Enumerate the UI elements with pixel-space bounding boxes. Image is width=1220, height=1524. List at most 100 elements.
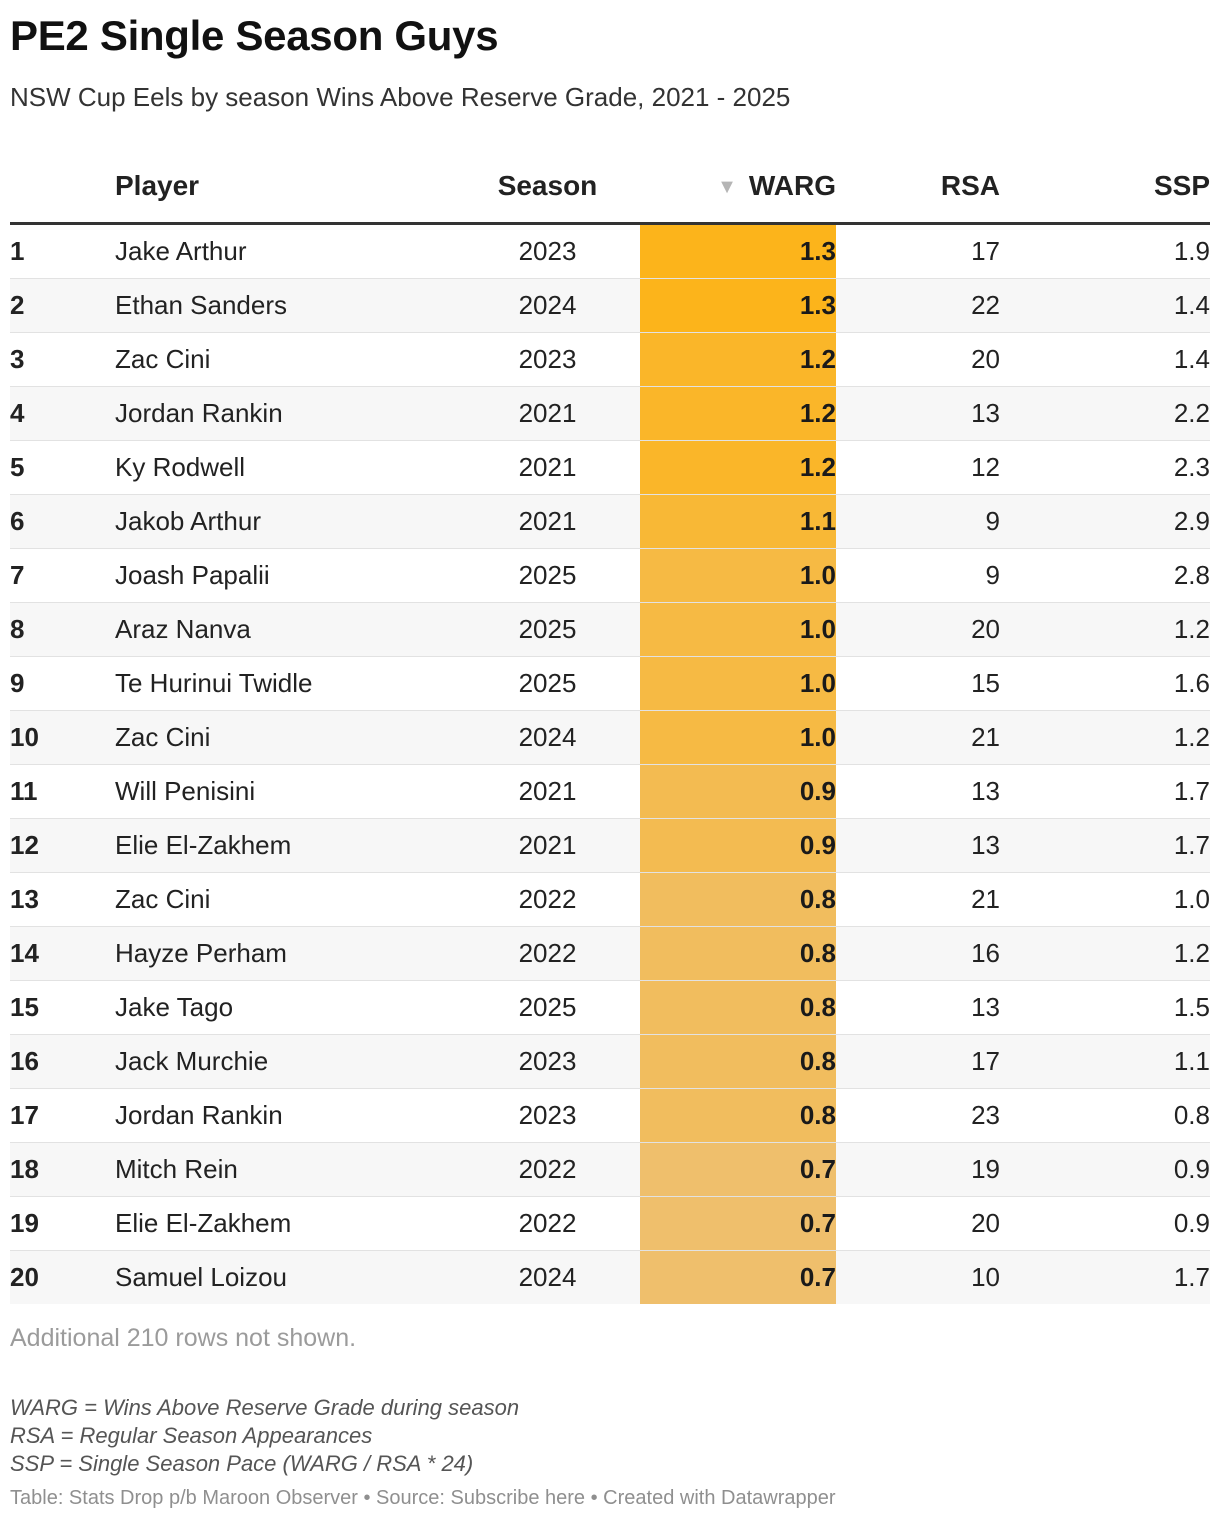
player-cell: Jake Arthur [115, 223, 455, 279]
rank-cell: 8 [10, 602, 115, 657]
rsa-cell: 20 [836, 602, 1000, 657]
season-cell: 2022 [455, 926, 640, 981]
rank-cell: 13 [10, 872, 115, 927]
warg-cell: 0.8 [640, 926, 836, 981]
table-row: 11 Will Penisini 2021 0.9 13 1.7 [10, 764, 1210, 819]
rank-cell: 16 [10, 1034, 115, 1089]
column-header-warg[interactable]: ▼ WARG [640, 150, 836, 225]
ssp-cell: 1.2 [1000, 602, 1210, 657]
warg-cell: 1.1 [640, 494, 836, 549]
definitions: WARG = Wins Above Reserve Grade during s… [10, 1394, 519, 1478]
rsa-cell: 12 [836, 440, 1000, 495]
table-row: 12 Elie El-Zakhem 2021 0.9 13 1.7 [10, 818, 1210, 873]
table-row: 9 Te Hurinui Twidle 2025 1.0 15 1.6 [10, 656, 1210, 711]
definition-warg: WARG = Wins Above Reserve Grade during s… [10, 1395, 520, 1420]
ssp-cell: 2.8 [1000, 548, 1210, 603]
rank-cell: 15 [10, 980, 115, 1035]
season-cell: 2023 [455, 1088, 640, 1143]
warg-cell: 1.0 [640, 548, 836, 603]
column-header-rank [10, 150, 115, 225]
chart-title: PE2 Single Season Guys [10, 12, 499, 59]
warg-cell: 1.2 [640, 440, 836, 495]
season-cell: 2021 [455, 386, 640, 441]
table-row: 4 Jordan Rankin 2021 1.2 13 2.2 [10, 386, 1210, 441]
season-cell: 2022 [455, 1142, 640, 1197]
season-cell: 2022 [455, 872, 640, 927]
player-cell: Zac Cini [115, 710, 455, 765]
player-cell: Jordan Rankin [115, 386, 455, 441]
rsa-cell: 22 [836, 278, 1000, 333]
rank-cell: 17 [10, 1088, 115, 1143]
table-row: 3 Zac Cini 2023 1.2 20 1.4 [10, 332, 1210, 387]
player-cell: Zac Cini [115, 332, 455, 387]
rsa-cell: 21 [836, 710, 1000, 765]
rsa-cell: 23 [836, 1088, 1000, 1143]
player-cell: Araz Nanva [115, 602, 455, 657]
table-row: 10 Zac Cini 2024 1.0 21 1.2 [10, 710, 1210, 765]
season-cell: 2025 [455, 548, 640, 603]
warg-cell: 0.9 [640, 764, 836, 819]
rsa-cell: 20 [836, 332, 1000, 387]
season-cell: 2025 [455, 980, 640, 1035]
column-header-player[interactable]: Player [115, 150, 455, 225]
table-row: 17 Jordan Rankin 2023 0.8 23 0.8 [10, 1088, 1210, 1143]
season-cell: 2023 [455, 332, 640, 387]
ssp-cell: 1.0 [1000, 872, 1210, 927]
player-cell: Jordan Rankin [115, 1088, 455, 1143]
player-cell: Elie El-Zakhem [115, 818, 455, 873]
rsa-cell: 17 [836, 1034, 1000, 1089]
ssp-cell: 1.1 [1000, 1034, 1210, 1089]
ssp-cell: 1.7 [1000, 1250, 1210, 1304]
rank-cell: 19 [10, 1196, 115, 1251]
column-header-rsa[interactable]: RSA [836, 150, 1000, 225]
table-row: 20 Samuel Loizou 2024 0.7 10 1.7 [10, 1250, 1210, 1304]
ssp-cell: 1.2 [1000, 710, 1210, 765]
season-cell: 2021 [455, 440, 640, 495]
season-cell: 2021 [455, 494, 640, 549]
rank-cell: 18 [10, 1142, 115, 1197]
rsa-cell: 21 [836, 872, 1000, 927]
season-cell: 2025 [455, 656, 640, 711]
table-row: 13 Zac Cini 2022 0.8 21 1.0 [10, 872, 1210, 927]
player-cell: Ethan Sanders [115, 278, 455, 333]
rsa-cell: 13 [836, 764, 1000, 819]
table-row: 8 Araz Nanva 2025 1.0 20 1.2 [10, 602, 1210, 657]
ssp-cell: 1.6 [1000, 656, 1210, 711]
sort-descending-icon: ▼ [717, 176, 737, 198]
season-cell: 2025 [455, 602, 640, 657]
warg-cell: 0.7 [640, 1196, 836, 1251]
column-header-warg-label: WARG [748, 170, 836, 201]
warg-cell: 1.0 [640, 656, 836, 711]
warg-cell: 1.3 [640, 278, 836, 333]
table-row: 14 Hayze Perham 2022 0.8 16 1.2 [10, 926, 1210, 981]
player-cell: Joash Papalii [115, 548, 455, 603]
player-cell: Te Hurinui Twidle [115, 656, 455, 711]
player-cell: Mitch Rein [115, 1142, 455, 1197]
season-cell: 2021 [455, 818, 640, 873]
table-row: 19 Elie El-Zakhem 2022 0.7 20 0.9 [10, 1196, 1210, 1251]
player-cell: Will Penisini [115, 764, 455, 819]
stats-table: Player Season ▼ WARG RSA SSP 1 Jake Arthur… [10, 150, 1210, 1304]
rsa-cell: 20 [836, 1196, 1000, 1251]
season-cell: 2024 [455, 278, 640, 333]
table-row: 15 Jake Tago 2025 0.8 13 1.5 [10, 980, 1210, 1035]
ssp-cell: 1.7 [1000, 818, 1210, 873]
table-row: 6 Jakob Arthur 2021 1.1 9 2.9 [10, 494, 1210, 549]
rsa-cell: 10 [836, 1250, 1000, 1304]
rsa-cell: 19 [836, 1142, 1000, 1197]
player-cell: Jakob Arthur [115, 494, 455, 549]
rank-cell: 5 [10, 440, 115, 495]
warg-cell: 0.8 [640, 1034, 836, 1089]
column-header-ssp[interactable]: SSP [1000, 150, 1210, 225]
season-cell: 2024 [455, 1250, 640, 1304]
ssp-cell: 0.9 [1000, 1142, 1210, 1197]
ssp-cell: 0.8 [1000, 1088, 1210, 1143]
player-cell: Samuel Loizou [115, 1250, 455, 1304]
column-header-season[interactable]: Season [455, 150, 640, 225]
rank-cell: 20 [10, 1250, 115, 1304]
warg-cell: 1.3 [640, 223, 836, 279]
ssp-cell: 1.7 [1000, 764, 1210, 819]
rsa-cell: 17 [836, 223, 1000, 279]
warg-cell: 0.8 [640, 872, 836, 927]
ssp-cell: 2.3 [1000, 440, 1210, 495]
